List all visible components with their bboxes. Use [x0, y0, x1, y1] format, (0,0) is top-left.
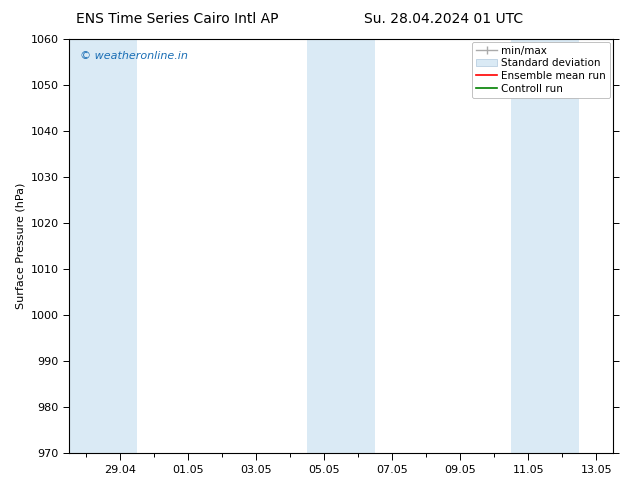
Bar — [512, 39, 579, 453]
Text: ENS Time Series Cairo Intl AP: ENS Time Series Cairo Intl AP — [76, 12, 279, 26]
Text: © weatheronline.in: © weatheronline.in — [80, 51, 188, 61]
Bar — [307, 39, 375, 453]
Y-axis label: Surface Pressure (hPa): Surface Pressure (hPa) — [15, 183, 25, 309]
Text: Su. 28.04.2024 01 UTC: Su. 28.04.2024 01 UTC — [365, 12, 523, 26]
Legend: min/max, Standard deviation, Ensemble mean run, Controll run: min/max, Standard deviation, Ensemble me… — [472, 42, 611, 98]
Bar — [69, 39, 137, 453]
